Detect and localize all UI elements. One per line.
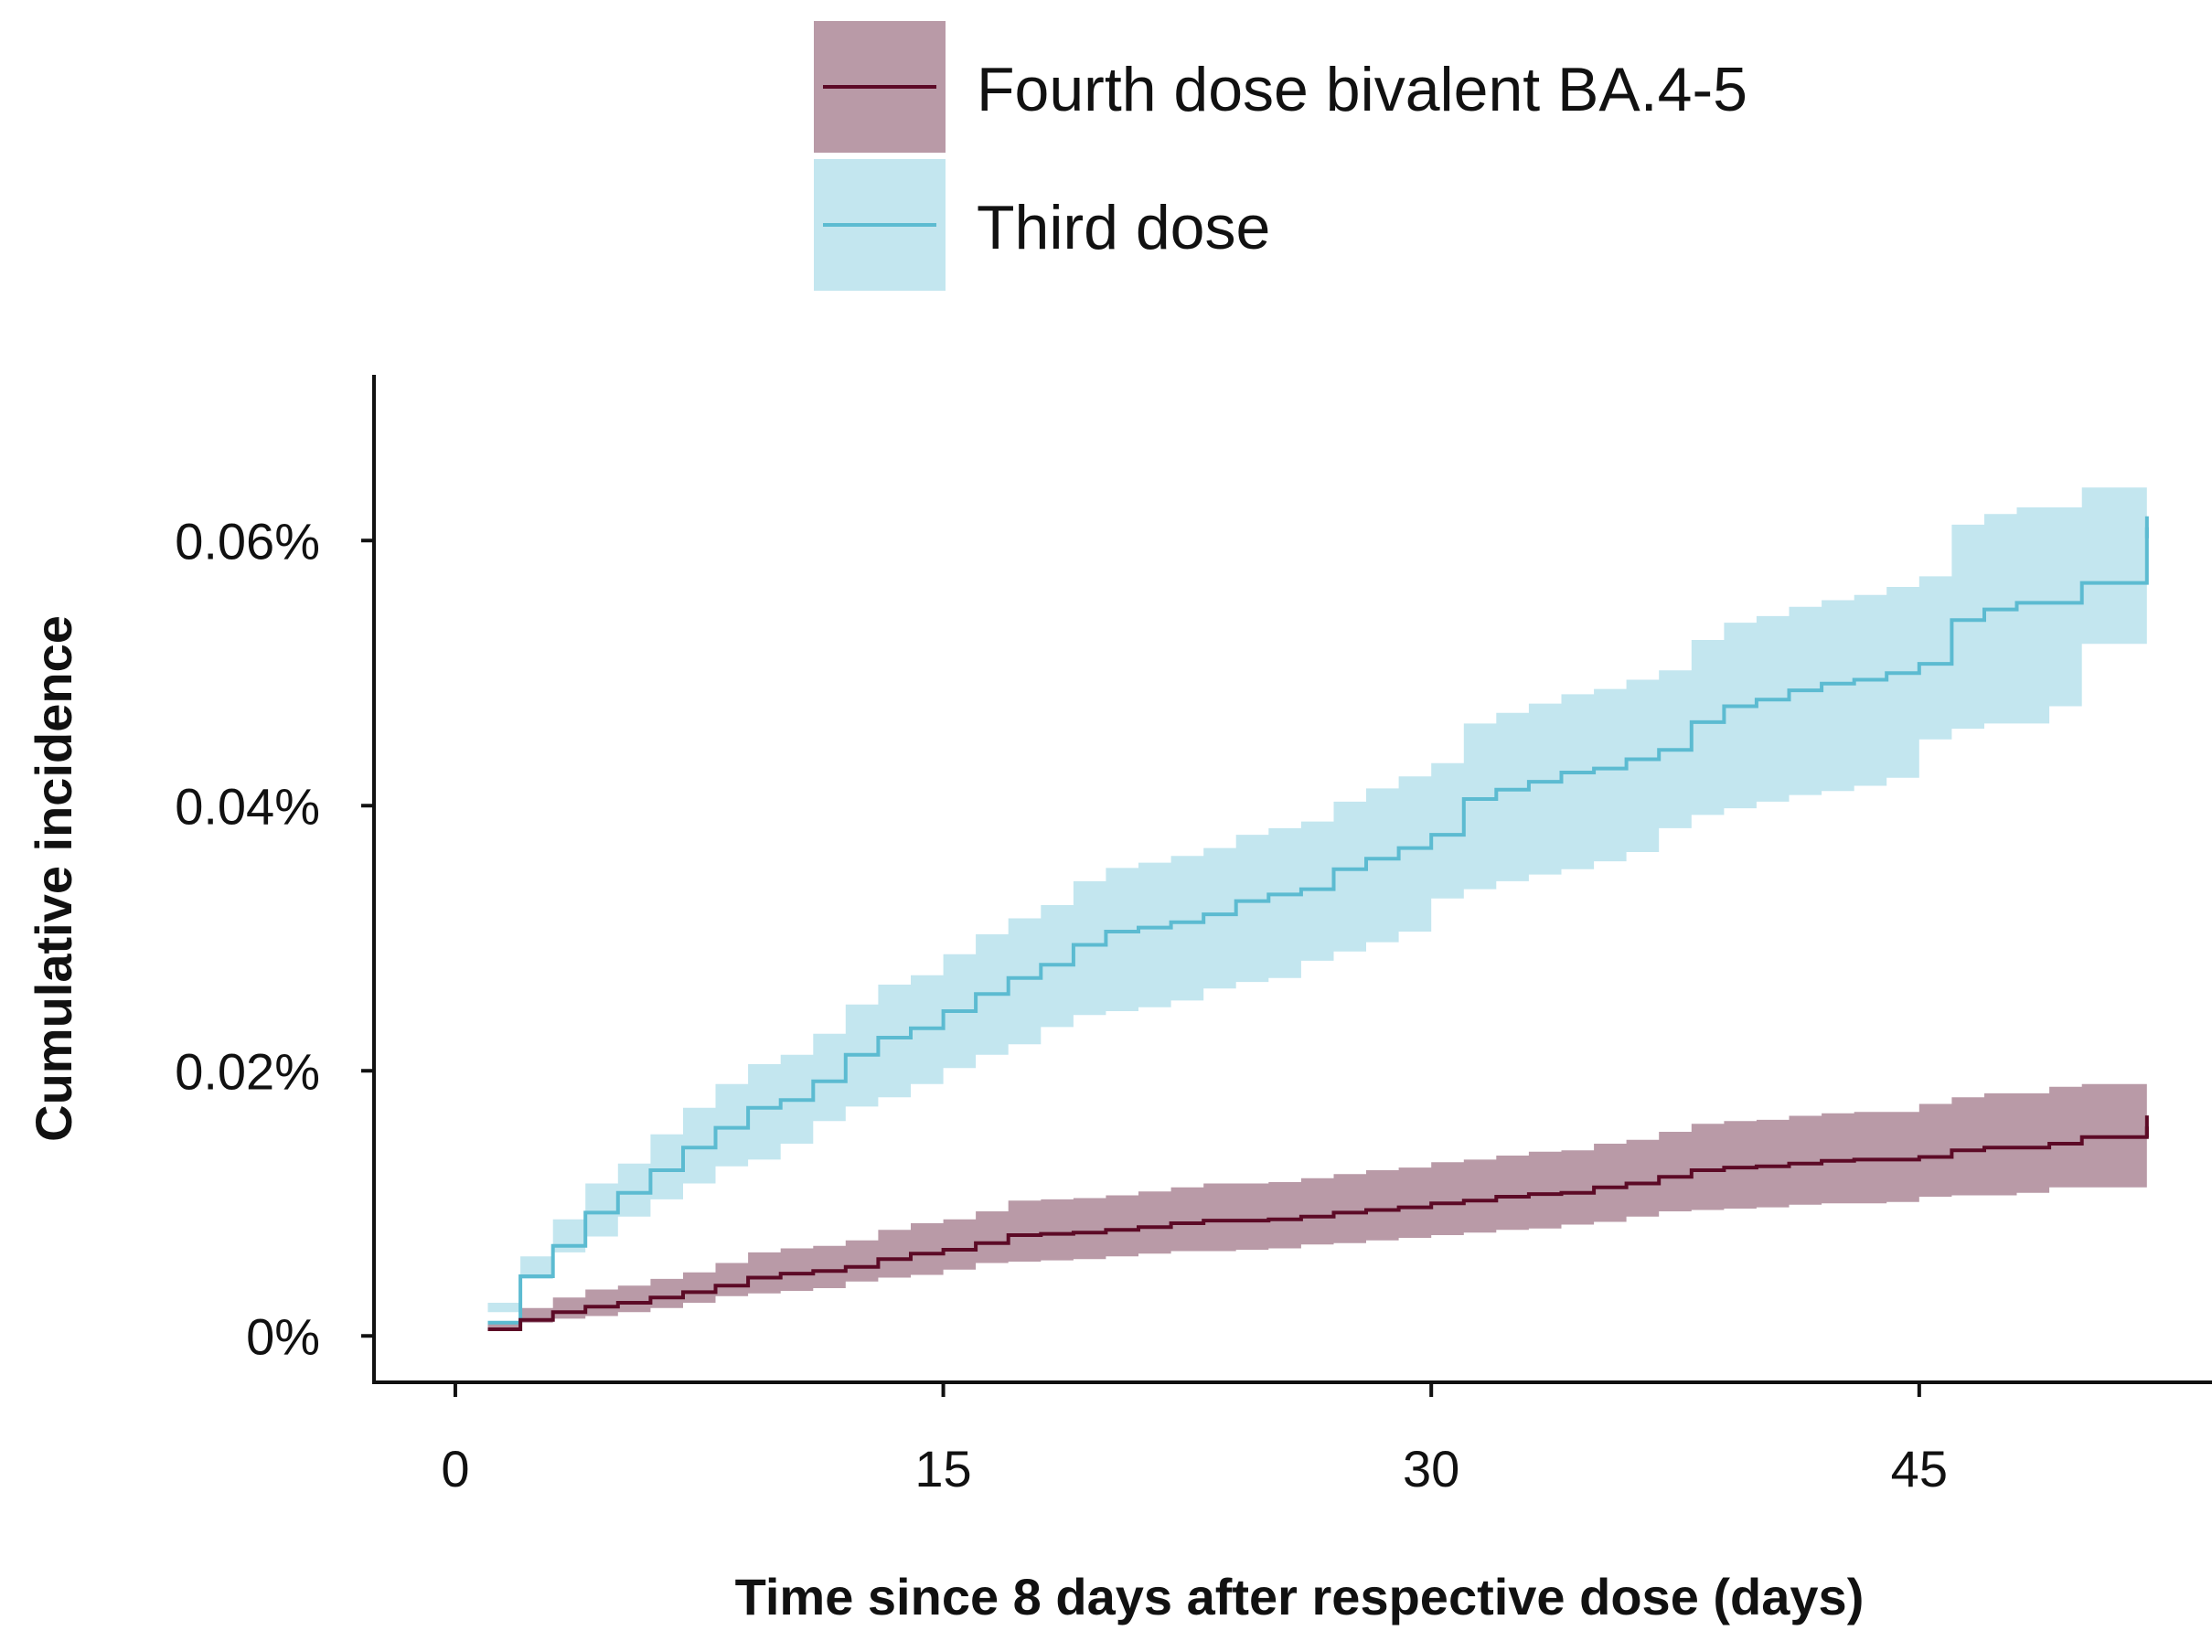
x-tick-label: 15 <box>914 1440 971 1497</box>
y-axis-ticks: 0% 0.02% 0.04% 0.06% <box>175 512 374 1365</box>
series-line-fourth-dose-bivalent-ba-4-5 <box>487 1126 2149 1331</box>
x-tick-label: 30 <box>1403 1440 1459 1497</box>
y-tick-label: 0.06% <box>175 512 320 570</box>
legend-item-third-dose: Third dose <box>814 159 1270 291</box>
plot-area <box>487 421 2149 1337</box>
x-tick-label: 45 <box>1891 1440 1948 1497</box>
y-tick-label: 0.04% <box>175 777 320 835</box>
x-axis-title: Time since 8 days after respective dose … <box>735 1568 1865 1625</box>
series-line-third-dose <box>487 527 2149 1325</box>
legend-label-third-dose: Third dose <box>977 193 1270 262</box>
y-tick-label: 0.02% <box>175 1042 320 1100</box>
legend-item-fourth-dose: Fourth dose bivalent BA.4-5 <box>814 21 1747 153</box>
legend-label-fourth-dose: Fourth dose bivalent BA.4-5 <box>977 55 1747 124</box>
y-axis-title: Cumulative incidence <box>25 615 82 1142</box>
y-tick-label: 0% <box>246 1307 320 1365</box>
ci-band-fourth-dose-bivalent-ba-4-5 <box>487 1083 2147 1337</box>
legend: Fourth dose bivalent BA.4-5 Third dose <box>814 21 1747 291</box>
x-axis-ticks: 0 15 30 45 <box>441 1382 1948 1497</box>
x-tick-label: 0 <box>441 1440 469 1497</box>
ci-band-third-dose <box>487 421 2147 1329</box>
